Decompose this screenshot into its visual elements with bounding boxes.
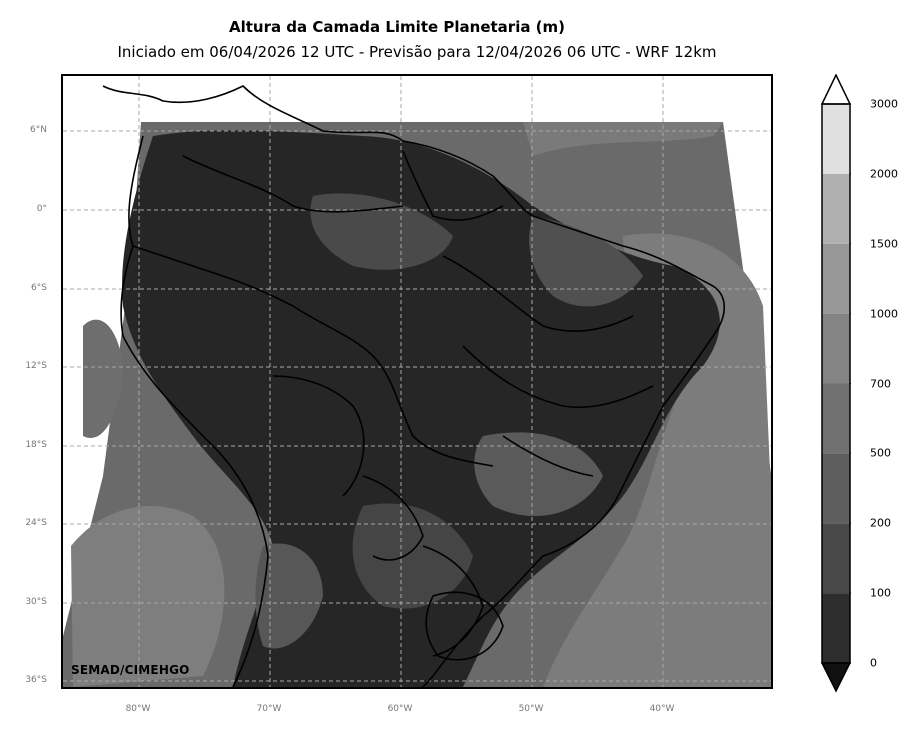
patch-southeast-mid bbox=[474, 432, 603, 516]
border-bolivia bbox=[272, 375, 365, 497]
lat-label-18s: 18°S bbox=[25, 440, 47, 450]
colorbar-tick-label: 2000 bbox=[870, 167, 898, 181]
patch-amazon-mid bbox=[310, 193, 453, 270]
border-peru-ecuador bbox=[132, 245, 294, 307]
colorbar bbox=[821, 74, 851, 693]
lon-label-60w: 60°W bbox=[387, 704, 413, 714]
colorbar-segment bbox=[822, 313, 850, 384]
uruguay-outline bbox=[425, 591, 504, 661]
colorbar-segment bbox=[822, 173, 850, 244]
lat-label-24s: 24°S bbox=[25, 518, 47, 528]
border-paraguay bbox=[362, 475, 424, 561]
colorbar-extend-high bbox=[821, 74, 851, 105]
colorbar-tick-label: 3000 bbox=[870, 97, 898, 111]
colorbar-segment bbox=[822, 243, 850, 314]
ocean-light-patch-pacific bbox=[71, 506, 225, 687]
lat-label-0: 0° bbox=[36, 204, 47, 214]
lon-label-50w: 50°W bbox=[518, 704, 544, 714]
map-canvas bbox=[63, 76, 771, 687]
credit-label: SEMAD/CIMEHGO bbox=[71, 663, 190, 677]
map-title: Altura da Camada Limite Planetaria (m) bbox=[228, 18, 566, 36]
patch-northeast-mid bbox=[529, 216, 643, 307]
south-america-coastline bbox=[102, 85, 726, 687]
colorbar-tick-label: 100 bbox=[870, 586, 891, 600]
lon-label-80w: 80°W bbox=[125, 704, 151, 714]
colorbar-segment bbox=[822, 453, 850, 524]
colorbar-tick-label: 0 bbox=[870, 656, 877, 670]
border-argentina-uruguay bbox=[422, 545, 484, 657]
patch-south-mid bbox=[352, 503, 473, 609]
colorbar-segment bbox=[822, 523, 850, 594]
colorbar-tick-label: 700 bbox=[870, 377, 891, 390]
border-brazil-states-1 bbox=[442, 255, 634, 332]
lon-label-40w: 40°W bbox=[649, 704, 675, 714]
colorbar-tick-label: 1000 bbox=[870, 307, 898, 321]
graticule bbox=[63, 76, 771, 687]
lat-label-30s: 30°S bbox=[25, 597, 47, 607]
coastline-borders bbox=[102, 85, 726, 687]
colorbar-tick-label: 1500 bbox=[870, 237, 898, 251]
colorbar-tick-label: 200 bbox=[870, 516, 891, 530]
patch-argentina-light bbox=[255, 543, 323, 649]
patch-andes-light bbox=[83, 319, 123, 438]
lon-label-70w: 70°W bbox=[256, 704, 282, 714]
border-brazil-west bbox=[292, 305, 494, 467]
colorbar-segment bbox=[822, 593, 850, 663]
map-subtitle: Iniciado em 06/04/2026 12 UTC - Previsão… bbox=[117, 43, 717, 61]
lat-label-6s: 6°S bbox=[31, 283, 47, 293]
border-guianas bbox=[402, 150, 504, 221]
lat-label-12s: 12°S bbox=[25, 361, 47, 371]
border-colombia-venezuela bbox=[182, 155, 404, 213]
lat-label-6n: 6°N bbox=[30, 125, 47, 135]
border-brazil-states-3 bbox=[502, 435, 594, 477]
pacific-coastline bbox=[120, 135, 269, 687]
colorbar-tick-label: 500 bbox=[870, 446, 891, 460]
colorbar-segment bbox=[822, 383, 850, 454]
border-brazil-states-2 bbox=[462, 345, 654, 409]
lat-label-36s: 36°S bbox=[25, 675, 47, 685]
colorbar-segment bbox=[822, 104, 850, 174]
colorbar-extend-low bbox=[821, 662, 851, 693]
map-panel: SEMAD/CIMEHGO bbox=[61, 74, 773, 689]
